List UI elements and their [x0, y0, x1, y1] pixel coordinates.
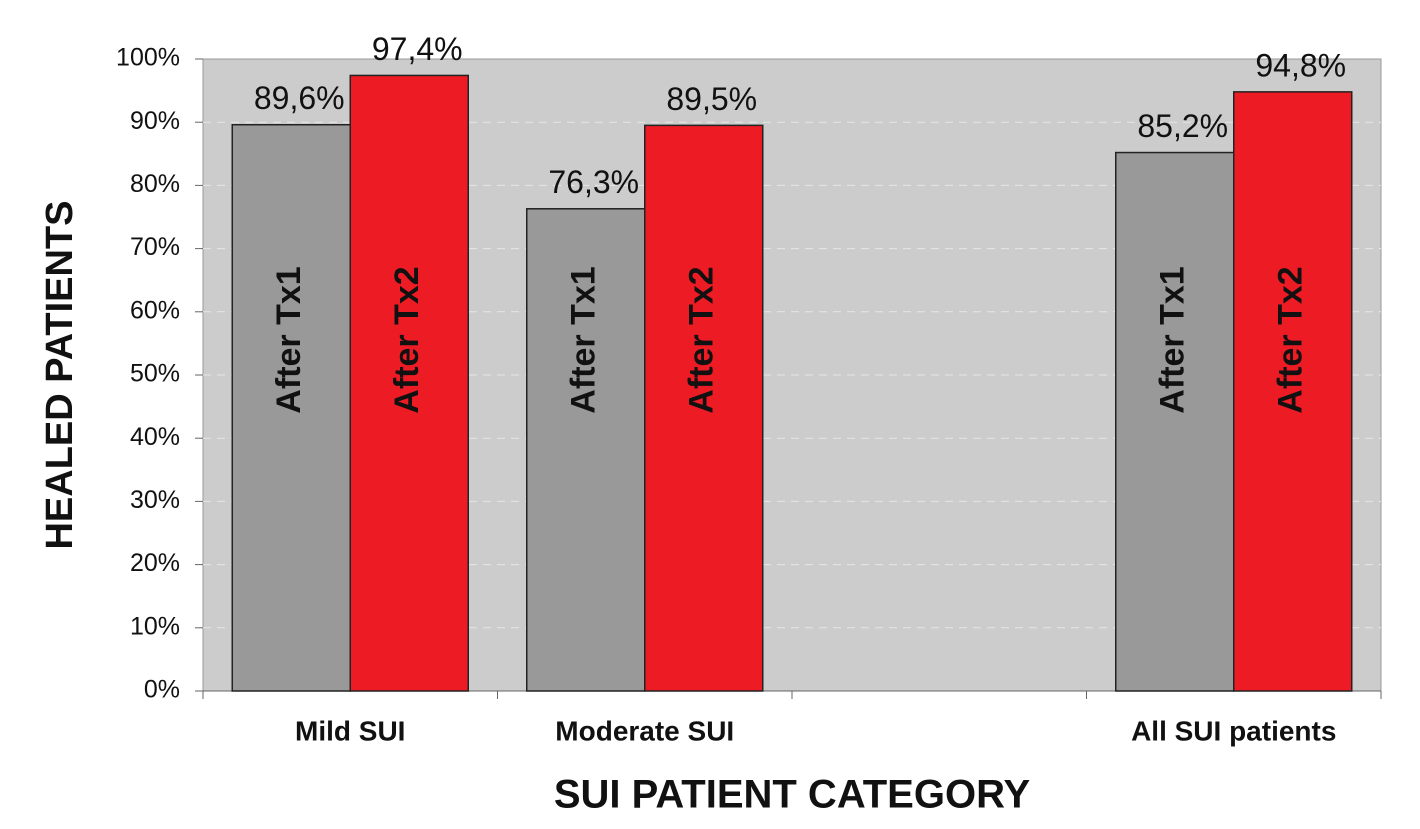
bar-series-label: After Tx1: [565, 266, 603, 413]
value-label: 97,4%: [372, 31, 463, 67]
y-tick-label: 50%: [130, 360, 180, 388]
bar-series-label: After Tx2: [1272, 266, 1310, 413]
bar: [349, 74, 469, 692]
bar: [1115, 151, 1235, 692]
x-tick-label: Moderate SUI: [555, 715, 734, 746]
x-axis-title: SUI PATIENT CATEGORY: [554, 773, 1031, 817]
y-axis-title: HEALED PATIENTS: [39, 200, 81, 549]
y-tick-label: 40%: [130, 423, 180, 451]
y-tick-label: 0%: [144, 676, 180, 704]
value-label: 94,8%: [1255, 47, 1346, 83]
value-label: 89,5%: [666, 81, 757, 117]
y-tick-label: 80%: [130, 170, 180, 198]
bar: [231, 123, 351, 692]
bar: [526, 208, 646, 692]
bar-series-label: After Tx1: [1154, 266, 1192, 413]
y-tick-label: 60%: [130, 296, 180, 324]
value-label: 76,3%: [548, 164, 639, 200]
x-tick-label: Mild SUI: [295, 715, 405, 746]
y-tick-label: 90%: [130, 107, 180, 135]
y-tick-label: 10%: [130, 612, 180, 640]
bar-series-label: After Tx2: [683, 266, 721, 413]
bar-series-label: After Tx1: [270, 266, 308, 413]
y-tick-label: 100%: [116, 44, 180, 72]
bar: [1233, 91, 1353, 692]
y-tick-label: 30%: [130, 486, 180, 514]
y-tick-label: 20%: [130, 549, 180, 577]
bar: [644, 124, 764, 692]
value-label: 89,6%: [254, 80, 345, 116]
bar-series-label: After Tx2: [388, 266, 426, 413]
x-tick-label: All SUI patients: [1131, 715, 1336, 746]
y-tick-label: 70%: [130, 233, 180, 261]
value-label: 85,2%: [1137, 108, 1228, 144]
